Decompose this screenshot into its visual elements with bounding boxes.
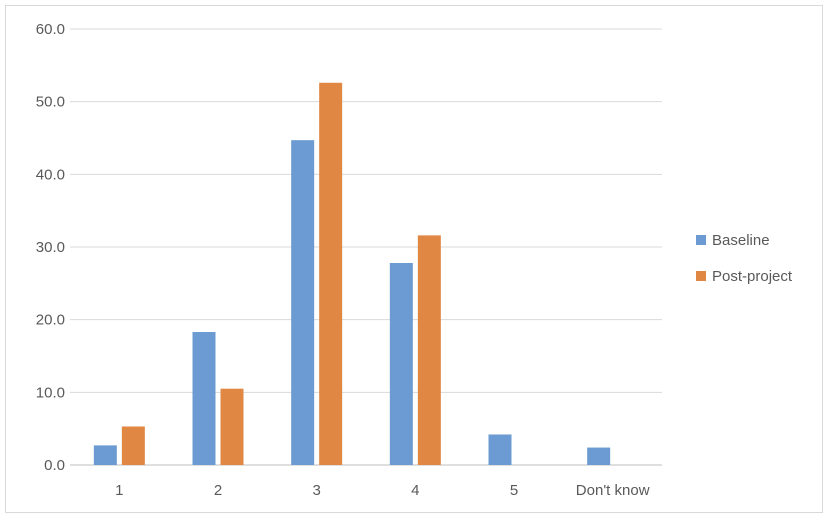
- x-tick-label: Don't know: [576, 482, 650, 499]
- x-tick-label: 3: [312, 482, 320, 499]
- legend-swatch: [696, 271, 706, 281]
- x-tick-labels: 1 2 3 4 5 Don't know: [115, 482, 650, 499]
- y-tick-labels: 0.0 10.0 20.0 30.0 40.0 50.0 60.0: [36, 21, 65, 474]
- legend-label: Post-project: [712, 268, 793, 285]
- x-tick-label: 5: [510, 482, 518, 499]
- y-tick-label: 50.0: [36, 94, 65, 111]
- y-tick-label: 40.0: [36, 166, 65, 183]
- bar-baseline: [587, 447, 611, 465]
- bar-baseline: [192, 332, 216, 465]
- legend-label: Baseline: [712, 232, 770, 249]
- x-tick-label: 2: [214, 482, 222, 499]
- y-tick-label: 0.0: [44, 457, 65, 474]
- bar-baseline: [93, 445, 117, 465]
- y-tick-label: 10.0: [36, 384, 65, 401]
- bar-post-project: [220, 388, 244, 465]
- bar-post-project: [417, 235, 441, 465]
- legend-swatch: [696, 235, 706, 245]
- bar-baseline: [389, 262, 413, 465]
- y-tick-label: 60.0: [36, 21, 65, 38]
- bar-baseline: [291, 140, 315, 465]
- x-tick-label: 4: [411, 482, 419, 499]
- gridlines: [70, 28, 662, 466]
- bar-post-project: [319, 82, 343, 466]
- x-tick-label: 1: [115, 482, 123, 499]
- bars: [93, 82, 611, 466]
- legend: Baseline Post-project: [696, 232, 793, 285]
- bar-post-project: [121, 426, 145, 465]
- y-tick-label: 30.0: [36, 239, 65, 256]
- bar-baseline: [488, 434, 512, 465]
- y-tick-label: 20.0: [36, 312, 65, 329]
